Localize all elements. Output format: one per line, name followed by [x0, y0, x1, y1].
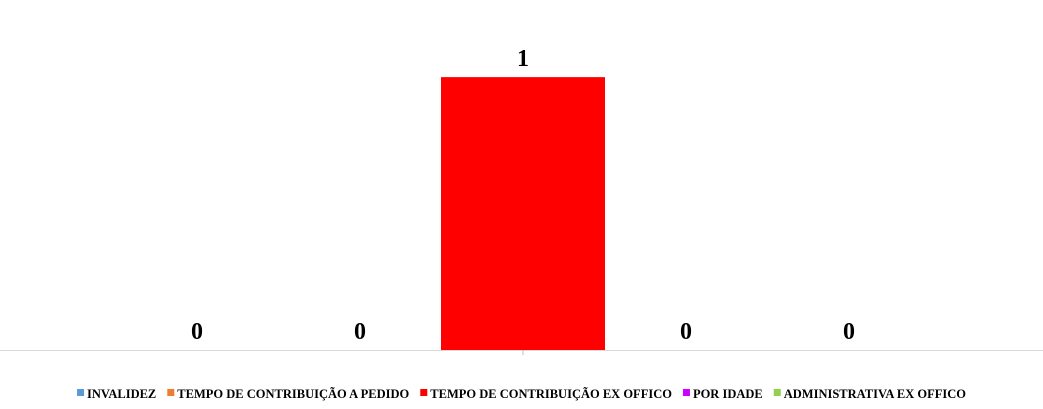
legend-label-0: INVALIDEZ: [87, 387, 156, 401]
legend-swatch-2: [420, 389, 428, 396]
legend: INVALIDEZ TEMPO DE CONTRIBUIÇÃO A PEDIDO T…: [77, 387, 966, 401]
legend-label-4: ADMINISTRATIVA EX OFFICO: [784, 387, 966, 401]
data-label-1: 0: [354, 319, 366, 345]
data-label-4: 0: [843, 319, 855, 345]
data-label-2: 1: [517, 46, 529, 72]
legend-swatch-4: [773, 389, 781, 396]
legend-swatch-3: [682, 389, 690, 396]
legend-swatch-1: [167, 389, 175, 396]
data-label-0: 0: [191, 319, 203, 345]
legend-label-2: TEMPO DE CONTRIBUIÇÃO EX OFFICO: [430, 387, 672, 401]
bar-2: [441, 77, 605, 350]
plot-area: 0 0 1 0 0: [0, 46, 1043, 355]
legend-label-1: TEMPO DE CONTRIBUIÇÃO A PEDIDO: [177, 387, 409, 401]
data-label-3: 0: [680, 319, 692, 345]
legend-label-3: POR IDADE: [693, 387, 763, 401]
legend-swatch-0: [77, 389, 85, 396]
